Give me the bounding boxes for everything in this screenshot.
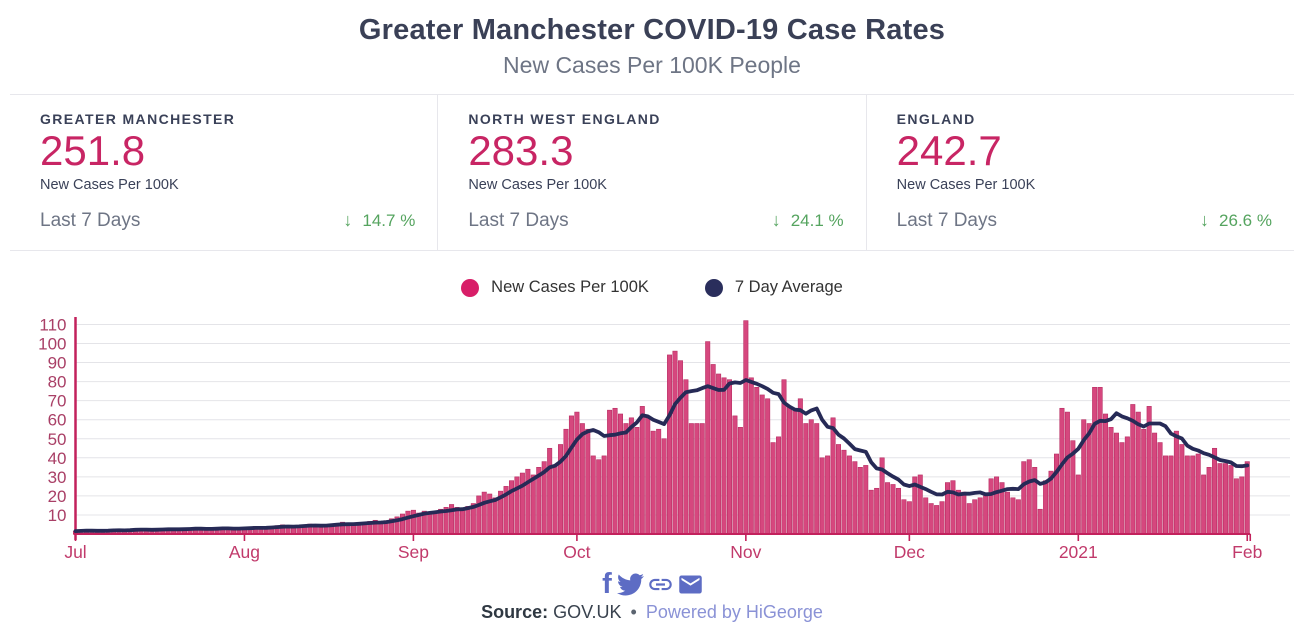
down-arrow-icon: ↓ bbox=[771, 210, 781, 231]
source-line: Source: GOV.UK • Powered by HiGeorge bbox=[0, 602, 1304, 623]
svg-text:100: 100 bbox=[38, 335, 66, 354]
legend-item-7-day-average: 7 Day Average bbox=[704, 278, 843, 297]
stat-card-north-west-england: NORTH WEST ENGLAND 283.3 New Cases Per 1… bbox=[437, 95, 865, 251]
svg-text:30: 30 bbox=[48, 468, 67, 487]
svg-text:Sep: Sep bbox=[398, 542, 429, 562]
legend-label: New Cases Per 100K bbox=[491, 278, 649, 297]
svg-text:10: 10 bbox=[48, 506, 67, 525]
share-buttons: f bbox=[0, 568, 1304, 601]
svg-text:2021: 2021 bbox=[1059, 542, 1098, 562]
powered-by-link[interactable]: Powered by HiGeorge bbox=[645, 602, 823, 623]
stat-period-label: Last 7 Days bbox=[896, 210, 997, 232]
legend-label: 7 Day Average bbox=[734, 278, 843, 297]
svg-text:50: 50 bbox=[48, 430, 67, 449]
stat-card-england: ENGLAND 242.7 New Cases Per 100K Last 7 … bbox=[865, 95, 1294, 251]
stat-change-badge: ↓ 24.1 % bbox=[772, 210, 844, 231]
svg-text:Nov: Nov bbox=[730, 542, 761, 562]
svg-text:Dec: Dec bbox=[894, 542, 925, 562]
legend-dot-7-day-average bbox=[704, 278, 723, 297]
separator-dot: • bbox=[630, 602, 637, 623]
svg-text:Oct: Oct bbox=[563, 542, 590, 562]
svg-text:Jul: Jul bbox=[64, 542, 86, 562]
stat-value: 242.7 bbox=[896, 127, 1002, 174]
svg-text:60: 60 bbox=[48, 411, 67, 430]
twitter-icon[interactable] bbox=[616, 571, 644, 598]
stat-region-label: ENGLAND bbox=[896, 111, 976, 127]
svg-text:40: 40 bbox=[48, 449, 67, 468]
svg-text:90: 90 bbox=[48, 354, 67, 373]
svg-text:80: 80 bbox=[48, 373, 67, 392]
chart-legend: New Cases Per 100K 7 Day Average bbox=[0, 278, 1304, 297]
page-subtitle: New Cases Per 100K People bbox=[503, 52, 801, 78]
source-label: Source: bbox=[481, 602, 549, 623]
stat-value: 251.8 bbox=[40, 127, 146, 174]
stat-change-value: 26.6 % bbox=[1219, 211, 1272, 231]
svg-text:110: 110 bbox=[39, 316, 66, 335]
stat-period-label: Last 7 Days bbox=[40, 210, 141, 232]
stat-card-greater-manchester: GREATER MANCHESTER 251.8 New Cases Per 1… bbox=[10, 95, 437, 250]
stat-metric-label: New Cases Per 100K bbox=[468, 177, 607, 194]
stat-metric-label: New Cases Per 100K bbox=[40, 177, 179, 194]
link-icon[interactable] bbox=[647, 571, 674, 598]
stat-region-label: GREATER MANCHESTER bbox=[40, 111, 236, 127]
stat-region-label: NORTH WEST ENGLAND bbox=[468, 111, 661, 127]
report-header: Greater Manchester COVID-19 Case Rates N… bbox=[0, 0, 1304, 79]
stat-metric-label: New Cases Per 100K bbox=[896, 177, 1036, 194]
svg-text:Feb: Feb bbox=[1232, 542, 1262, 562]
down-arrow-icon: ↓ bbox=[343, 210, 353, 231]
case-rate-chart: 10 20 30 40 50 60 70 80 90 100 110 Jul Aug Sep Oct Nov D… bbox=[0, 305, 1304, 568]
svg-text:70: 70 bbox=[48, 392, 67, 411]
down-arrow-icon: ↓ bbox=[1200, 210, 1210, 231]
stat-change-value: 14.7 % bbox=[362, 211, 416, 231]
stat-value: 283.3 bbox=[468, 127, 574, 174]
legend-dot-new-cases bbox=[461, 278, 480, 297]
source-text: GOV.UK bbox=[553, 602, 622, 623]
stat-period-label: Last 7 Days bbox=[468, 210, 569, 232]
svg-text:20: 20 bbox=[48, 487, 67, 506]
stat-change-value: 24.1 % bbox=[790, 211, 844, 231]
stat-change-badge: ↓ 14.7 % bbox=[343, 210, 415, 231]
stat-change-badge: ↓ 26.6 % bbox=[1200, 210, 1272, 231]
svg-text:Aug: Aug bbox=[229, 542, 260, 562]
legend-item-new-cases: New Cases Per 100K bbox=[461, 278, 649, 297]
facebook-icon[interactable]: f bbox=[602, 568, 612, 601]
email-icon[interactable] bbox=[677, 571, 704, 598]
stats-row: GREATER MANCHESTER 251.8 New Cases Per 1… bbox=[10, 94, 1294, 252]
page-title: Greater Manchester COVID-19 Case Rates bbox=[358, 14, 946, 46]
